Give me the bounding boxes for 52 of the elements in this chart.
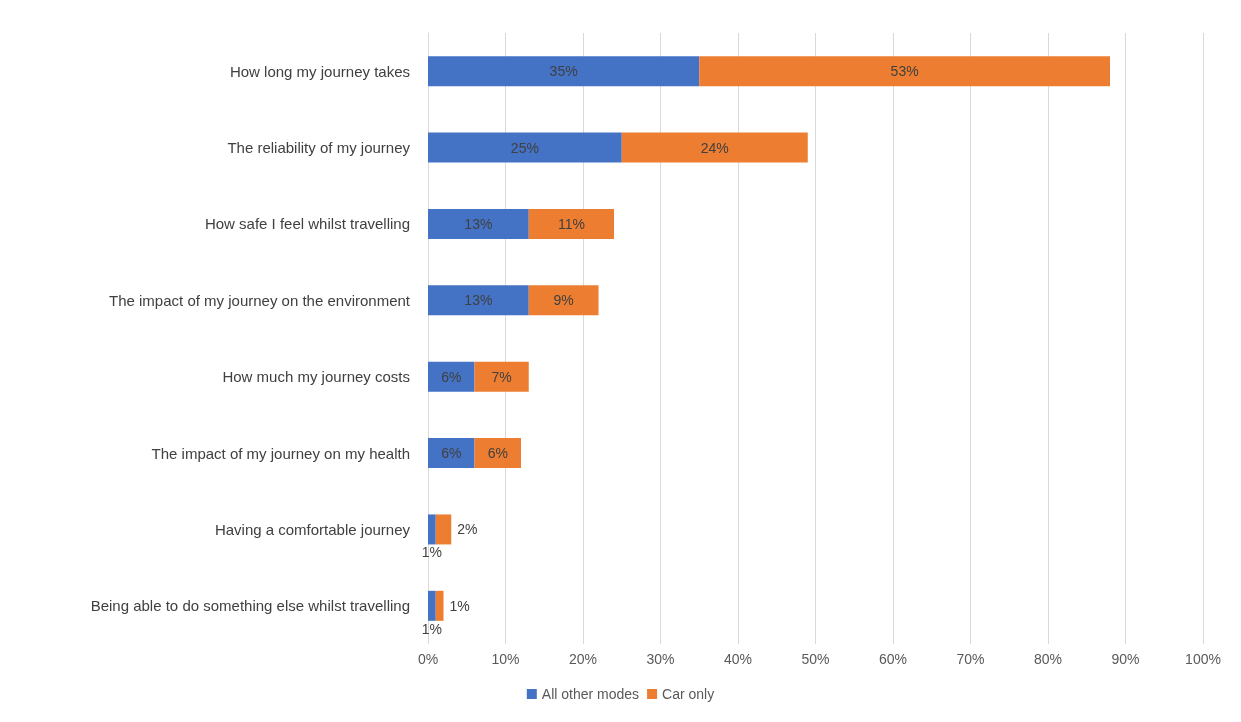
data-label: 53% (890, 63, 919, 80)
bar (621, 132, 808, 163)
legend-label: All other modes (541, 686, 640, 702)
data-label: 25% (510, 139, 539, 156)
data-label: 6% (441, 445, 462, 462)
bar (528, 285, 599, 316)
data-label: 1% (449, 597, 470, 614)
y-tick-label: How much my journey costs (222, 368, 410, 386)
bar (474, 361, 529, 392)
bar (428, 132, 622, 163)
data-label: 11% (557, 215, 585, 232)
data-label: 1% (421, 544, 442, 561)
bar (428, 590, 436, 621)
x-tick-label: 90% (1111, 651, 1140, 667)
bar (435, 514, 452, 545)
data-label: 2% (457, 521, 478, 538)
x-tick-label: 70% (956, 651, 985, 667)
x-tick-label: 50% (801, 651, 830, 667)
y-tick-label: How safe I feel whilst travelling (204, 215, 410, 233)
bar (435, 590, 444, 621)
data-label: 9% (553, 292, 574, 309)
data-label: 1% (421, 620, 442, 637)
bar (428, 285, 529, 316)
y-tick-label: The impact of my journey on the environment (109, 291, 411, 309)
bar (699, 56, 1110, 87)
data-label: 35% (549, 63, 578, 80)
bar (428, 438, 475, 469)
bar (428, 514, 436, 545)
x-tick-label: 0% (417, 651, 439, 667)
data-label: 13% (464, 292, 493, 309)
x-tick-label: 30% (646, 651, 675, 667)
y-tick-label: The impact of my journey on my health (151, 444, 410, 462)
x-tick-label: 60% (878, 651, 908, 667)
bar (528, 208, 614, 239)
y-tick-label: Having a comfortable journey (214, 520, 411, 538)
data-label: 24% (700, 139, 729, 156)
bar (428, 208, 529, 239)
data-label: 6% (487, 445, 508, 462)
bar (428, 361, 475, 392)
y-tick-label: How long my journey takes (229, 62, 410, 80)
y-tick-label: Being able to do something else whilst travelling (90, 597, 410, 615)
data-label: 7% (491, 368, 512, 385)
x-tick-label: 80% (1033, 651, 1063, 667)
legend-label: Car only (662, 686, 715, 702)
bar (428, 56, 700, 87)
data-label: 13% (464, 215, 493, 232)
y-tick-label: The reliability of my journey (227, 139, 411, 157)
data-label: 6% (441, 368, 462, 385)
x-tick-label: 40% (723, 651, 753, 667)
x-tick-label: 10% (491, 651, 520, 667)
x-tick-label: 20% (568, 651, 598, 667)
x-tick-label: 100% (1185, 651, 1221, 667)
